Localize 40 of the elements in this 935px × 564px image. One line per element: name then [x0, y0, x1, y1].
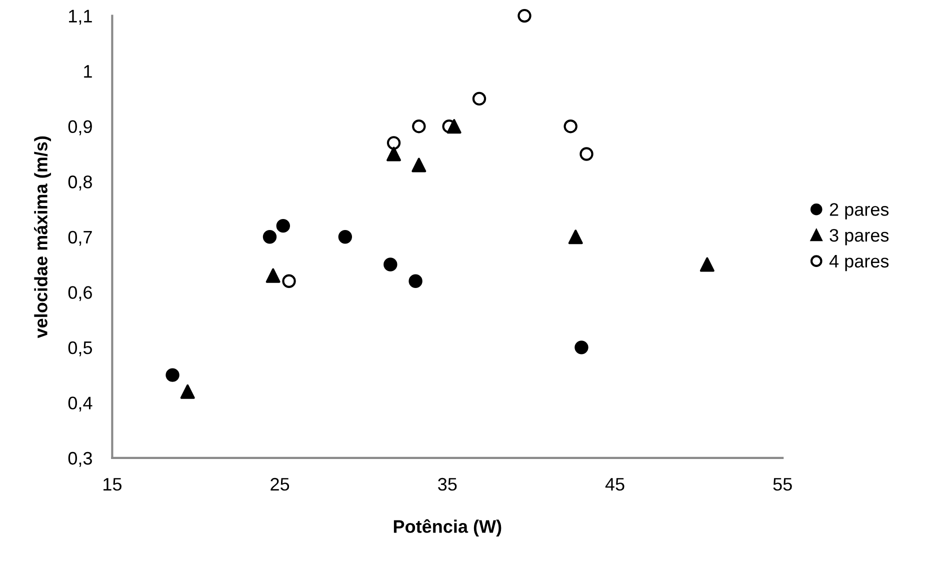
point	[574, 340, 588, 354]
x-tick-label: 45	[605, 478, 624, 491]
point	[276, 218, 290, 233]
point	[446, 119, 462, 134]
y-tick-label: 1,1	[69, 10, 92, 25]
y-tick-label: 1	[84, 65, 92, 78]
point	[408, 274, 422, 288]
legend-label: 3 pares	[830, 228, 889, 246]
y-tick-label: 0,4	[68, 396, 92, 412]
point	[386, 136, 401, 150]
legend-label: 2 pares	[830, 203, 889, 220]
point	[412, 119, 426, 134]
y-tick-label: 0,8	[68, 176, 92, 190]
y-tick-label: 0,7	[68, 230, 92, 246]
y-tick-label: 0,9	[68, 120, 92, 136]
point	[472, 92, 486, 106]
point	[564, 119, 578, 134]
point	[282, 274, 296, 288]
y-axis-title: velocidae máxima (m/s)	[34, 136, 51, 338]
legend-label: 4 pares	[829, 254, 889, 272]
x-tick-label: 15	[104, 478, 122, 491]
point	[580, 147, 594, 161]
point	[266, 268, 280, 283]
x-axis-title: Potência (W)	[394, 519, 502, 536]
point	[386, 146, 402, 162]
point	[338, 230, 352, 244]
y-tick-label: 0,3	[68, 452, 92, 467]
point	[384, 258, 398, 272]
point	[166, 368, 180, 382]
x-tick-label: 25	[270, 478, 290, 491]
point	[412, 158, 426, 172]
y-tick-label: 0,5	[68, 341, 92, 356]
point	[700, 257, 714, 272]
point	[262, 230, 277, 244]
point	[568, 230, 583, 244]
point	[180, 384, 195, 399]
x-tick-label: 55	[773, 478, 792, 491]
y-tick-label: 0,6	[68, 286, 92, 302]
x-tick-label: 35	[438, 478, 457, 491]
point	[518, 8, 532, 23]
